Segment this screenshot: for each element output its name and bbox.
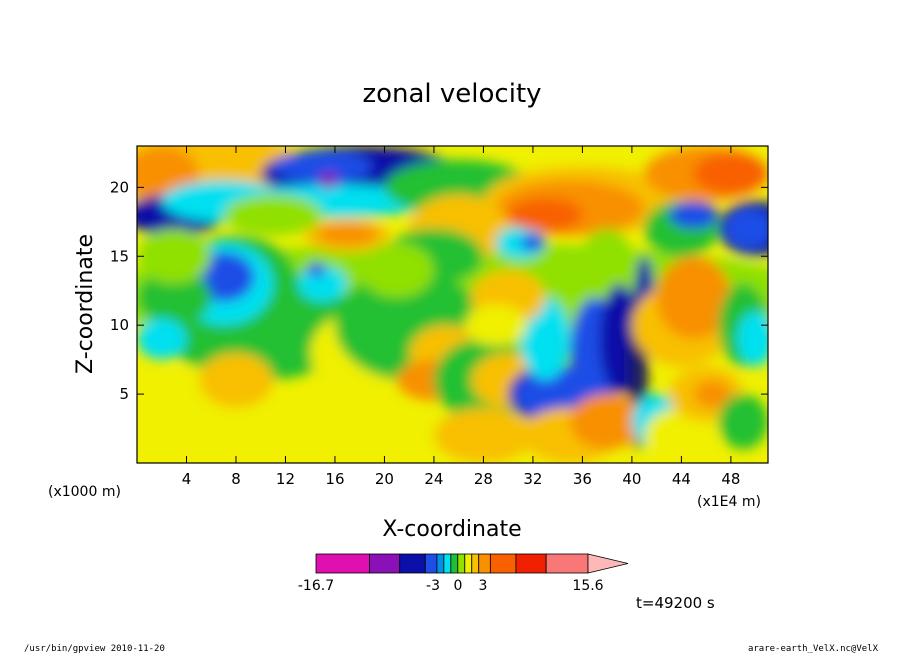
velocity-field [137,146,768,463]
x-tick-label: 8 [231,470,241,488]
field-region [570,394,645,450]
colorbar-segment [443,553,452,574]
x-tick-label: 16 [325,470,344,488]
field-region [582,228,632,284]
y-axis-ticks: 5 10 15 20 [110,178,768,403]
x-tick-label: 12 [276,470,295,488]
field-region [433,407,533,463]
colorbar-segment [399,553,426,574]
colorbar-segment [436,553,445,574]
colorbar-segment [464,553,473,574]
field-region [508,198,583,232]
field-region [306,263,327,277]
field-region [669,201,719,229]
field-region [644,407,719,463]
field-region [656,256,731,339]
x-tick-label: 44 [672,470,691,488]
y-tick-label: 10 [110,316,129,334]
colorbar-arrow [587,553,629,574]
field-region [737,311,768,367]
field-region [310,407,459,463]
colorbar-label-neg3: -3 [426,578,440,594]
field-region [137,394,199,450]
colorbar-label-3: 3 [479,578,488,594]
field-region [464,304,527,346]
x-tick-label: 36 [573,470,592,488]
footer-right: arare-earth_VelX.nc@VelX [748,644,879,654]
x-unit-right: (x1E4 m) [697,494,761,510]
time-label: t=49200 s [636,594,715,612]
x-tick-label: 28 [474,470,493,488]
colorbar-min-label: -16.7 [298,578,334,594]
colorbar-segment [315,553,370,574]
colorbar-segment [515,553,547,574]
field-region [718,394,768,450]
field-region [724,208,768,250]
colorbar-segment [457,553,466,574]
x-tick-label: 20 [375,470,394,488]
colorbar-segment [489,553,517,574]
field-region [223,414,348,457]
colorbar [315,553,629,574]
chart-title: zonal velocity [362,79,541,109]
x-tick-label: 4 [182,470,192,488]
y-tick-label: 5 [119,385,129,403]
plot-frame [136,145,769,464]
y-axis-label: Z-coordinate [73,234,98,374]
colorbar-label-0: 0 [454,578,463,594]
field-region [137,270,212,326]
y-tick-label: 15 [110,247,129,265]
x-tick-label: 32 [523,470,542,488]
footer-left: /usr/bin/gpview 2010-11-20 [24,644,165,654]
field-region [520,234,546,251]
field-region [693,152,768,195]
field-region [137,228,212,284]
field-region [273,150,373,184]
x-axis-label: X-coordinate [382,517,521,542]
field-region [316,223,379,246]
colorbar-segment [369,553,401,574]
x-tick-label: 40 [622,470,641,488]
colorbar-max-label: 15.6 [572,578,603,594]
plot-area [136,145,769,464]
field-region [198,352,274,408]
x-axis-ticks: 4 8 12 16 20 24 28 32 36 40 44 48 [182,146,740,488]
y-tick-label: 20 [110,178,129,196]
x-tick-label: 48 [721,470,740,488]
field-region [495,225,546,260]
colorbar-segment [478,553,491,574]
colorbar-segment [545,553,589,574]
colorbar-segment [471,553,480,574]
x-unit-left: (x1000 m) [48,484,121,500]
field-region [318,172,339,189]
colorbar-segment [424,553,438,574]
field-region [359,242,434,298]
x-tick-label: 24 [424,470,443,488]
field-region [520,297,571,381]
field-shading [137,146,768,463]
field-region [137,318,187,360]
field-region [693,380,731,408]
field-region [223,194,323,236]
colorbar-segment [450,553,459,574]
